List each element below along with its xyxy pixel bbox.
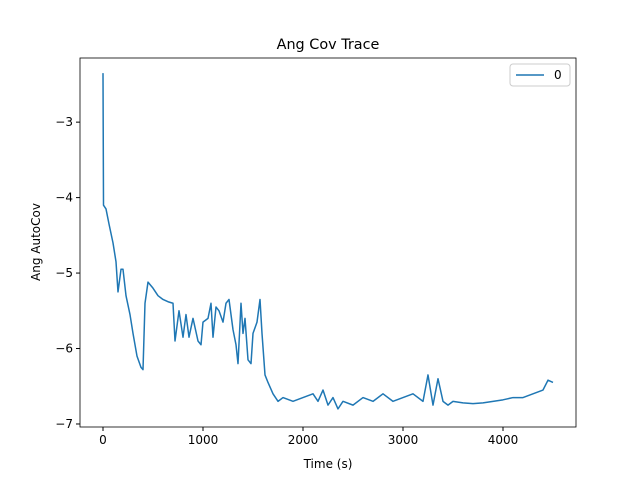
x-tick-label: 1000 xyxy=(188,433,219,447)
y-tick-label: −3 xyxy=(55,115,73,129)
y-tick-label: −4 xyxy=(55,191,73,205)
y-tick-label: −6 xyxy=(55,342,73,356)
x-tick-label: 4000 xyxy=(488,433,519,447)
x-tick-label: 3000 xyxy=(388,433,419,447)
data-line xyxy=(102,73,554,410)
y-tick-label: −5 xyxy=(55,266,73,280)
x-tick-label: 0 xyxy=(99,433,107,447)
chart-title: Ang Cov Trace xyxy=(277,37,380,53)
legend-label: 0 xyxy=(554,68,562,82)
plot-frame xyxy=(79,57,577,428)
x-axis-label: Time (s) xyxy=(303,457,353,471)
y-axis-label: Ang AutoCov xyxy=(29,203,43,281)
x-tick-label: 2000 xyxy=(288,433,319,447)
y-tick-label: −7 xyxy=(55,417,73,431)
